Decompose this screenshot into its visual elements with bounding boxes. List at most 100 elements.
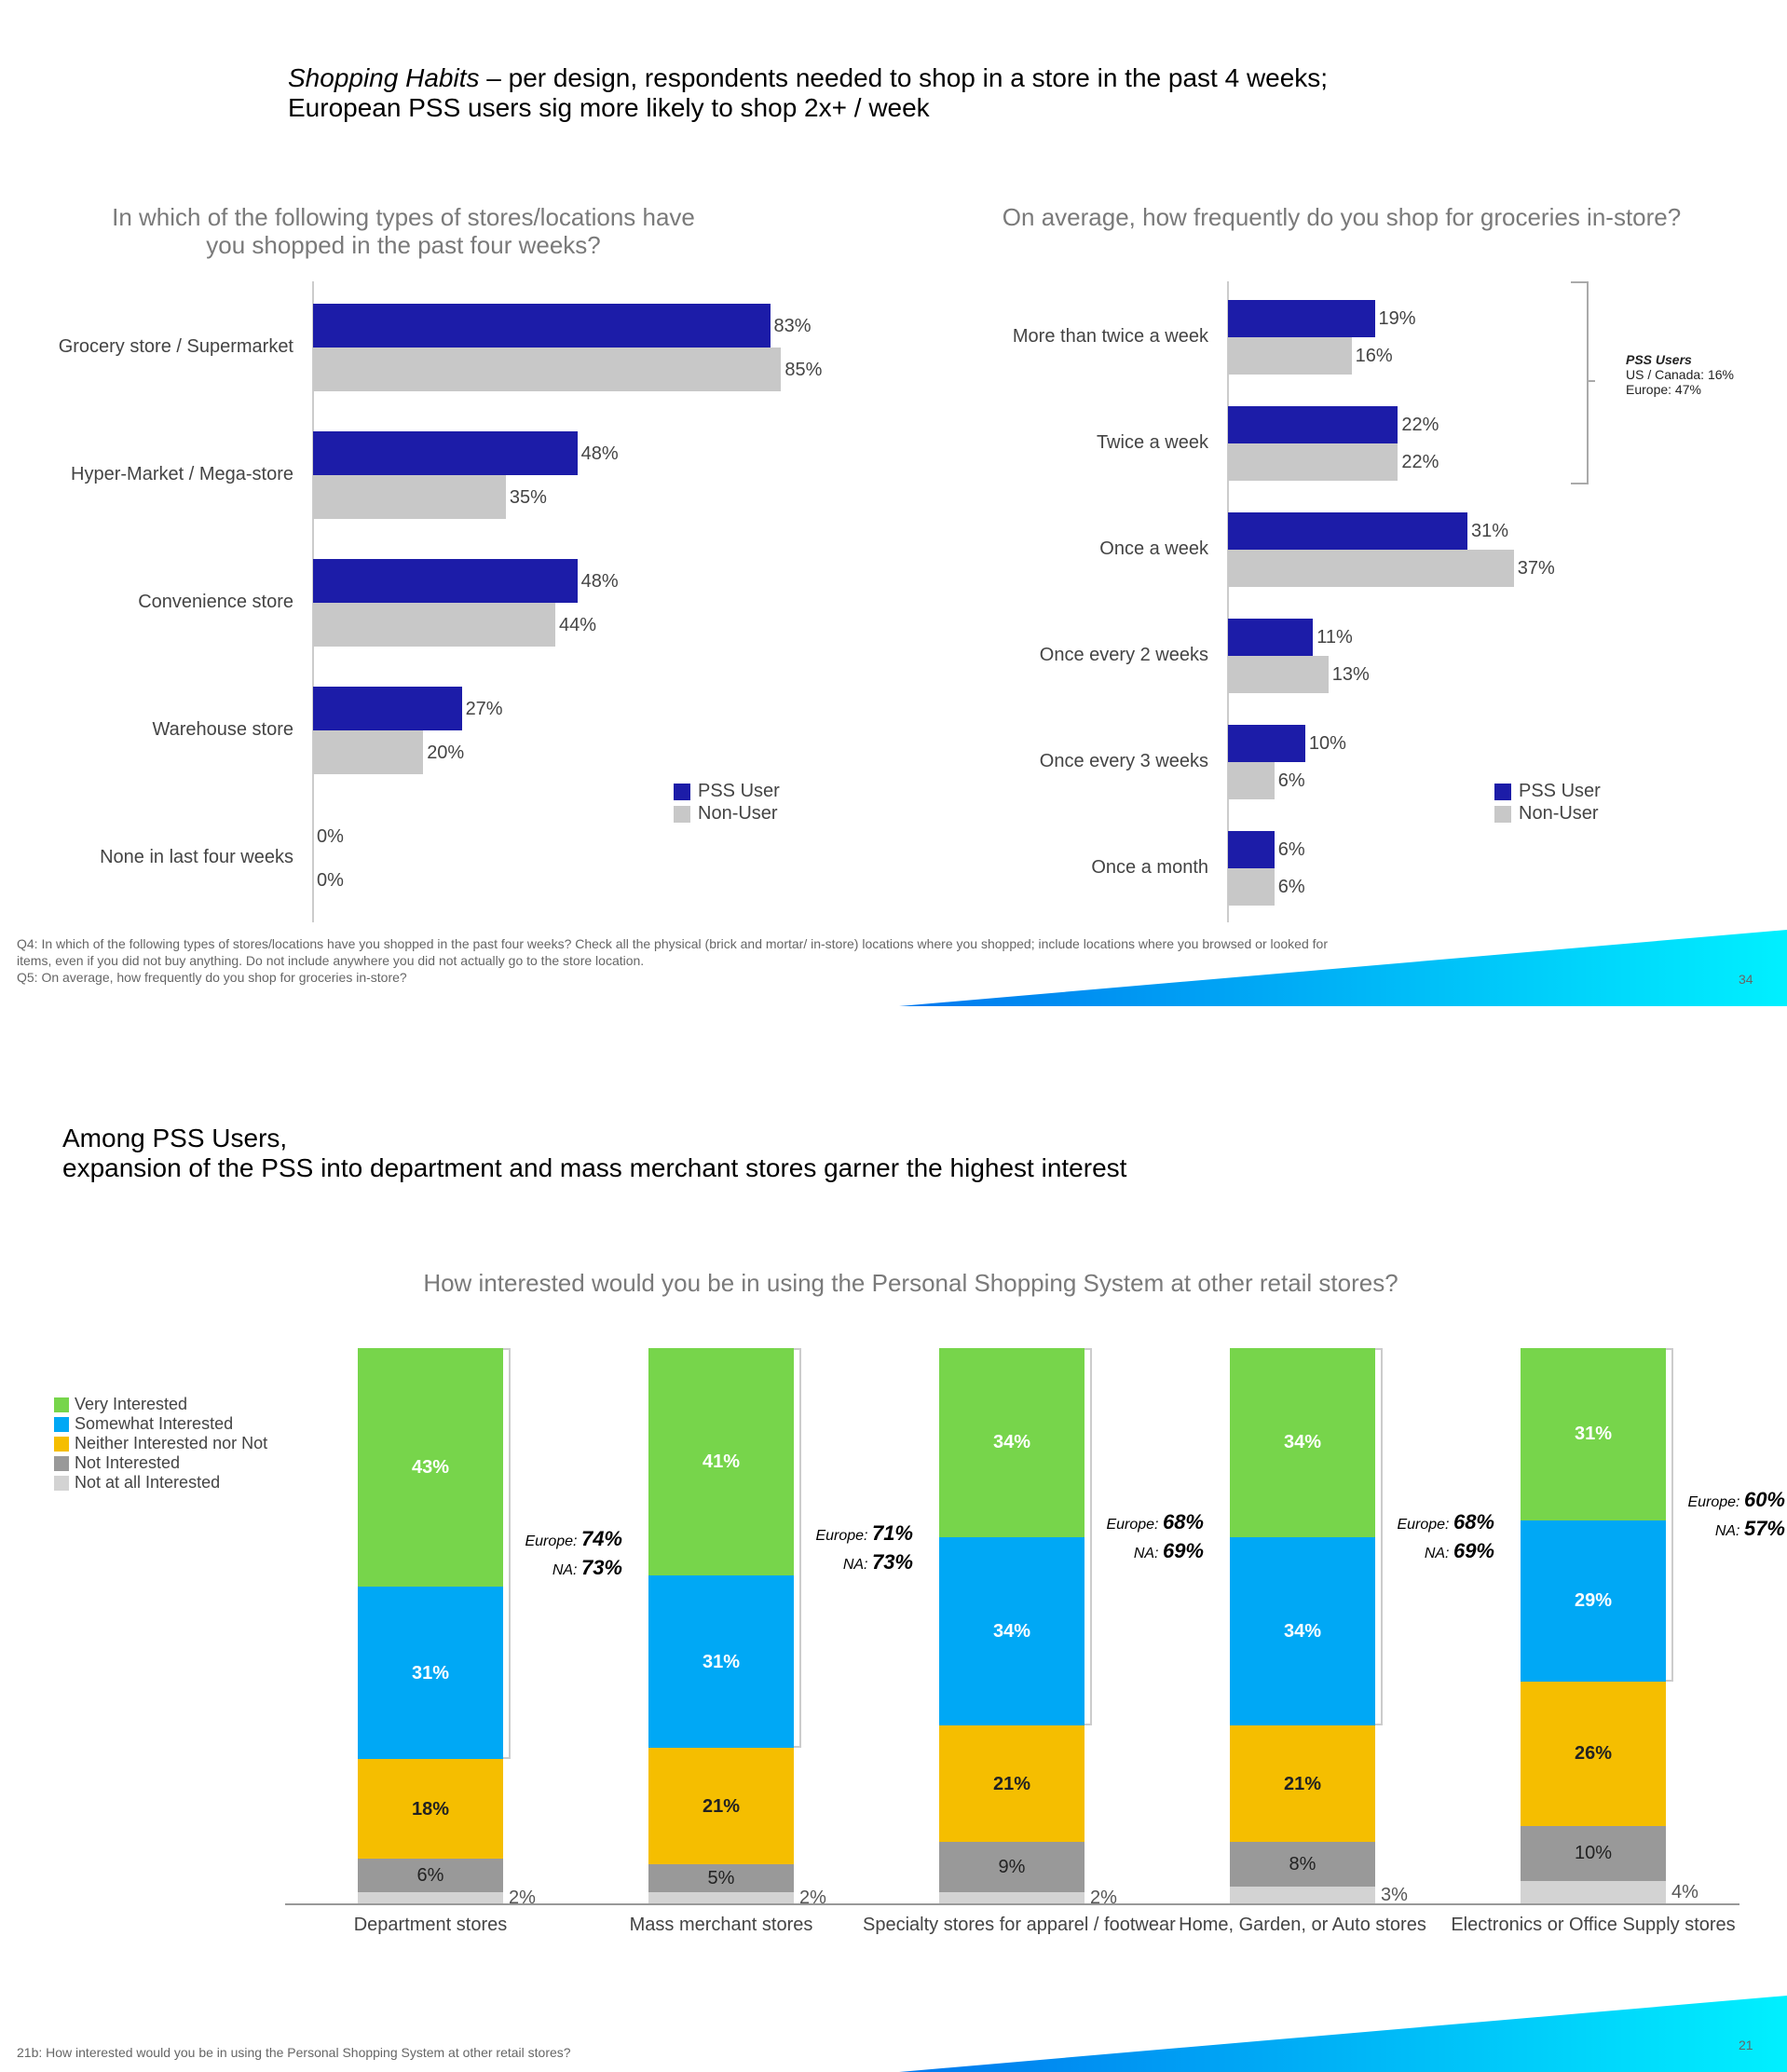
- legend-swatch: [54, 1416, 69, 1432]
- na-value: NA: 57%: [1687, 1516, 1785, 1545]
- segment-label: 21%: [992, 1773, 1031, 1794]
- na-label: NA:: [1424, 1545, 1450, 1561]
- bar-segment: 10%: [1521, 1825, 1666, 1882]
- axis-line: [1227, 281, 1229, 922]
- segment-label: 34%: [1283, 1620, 1322, 1642]
- segment-label: 2%: [509, 1888, 536, 1909]
- europe-percent: 71%: [871, 1520, 913, 1545]
- bar-segment: 3%: [1230, 1885, 1408, 1905]
- na-percent: 57%: [1743, 1516, 1785, 1540]
- non-user-bar: [1228, 443, 1398, 481]
- value-label: 16%: [1355, 346, 1393, 366]
- segment-label: 2%: [1090, 1888, 1117, 1909]
- bar-segment: 29%: [1521, 1520, 1666, 1682]
- pss-user-bar: [313, 431, 578, 475]
- legend-swatch: [54, 1475, 69, 1491]
- bar-segment: 21%: [648, 1748, 794, 1865]
- bar-segment: 4%: [1521, 1881, 1698, 1903]
- footnote-line: Q4: In which of the following types of s…: [17, 936, 1328, 951]
- bar-segment: 2%: [648, 1888, 826, 1908]
- bracket-icon: [503, 1348, 511, 1760]
- legend-swatch: [674, 805, 690, 823]
- page-number: 21: [1739, 2038, 1753, 2052]
- value-label: 10%: [1308, 733, 1346, 754]
- category-label: Hyper-Market / Mega-store: [71, 464, 293, 484]
- interest-annotation: Europe: 68% NA: 69%: [1397, 1509, 1494, 1567]
- legend-item: Non-User: [1494, 803, 1599, 825]
- bar-segment: 34%: [1230, 1348, 1375, 1537]
- pss-user-bar: [1228, 725, 1305, 762]
- europe-value: Europe: 71%: [815, 1520, 913, 1549]
- non-user-bar: [1228, 868, 1275, 906]
- slide2-footnote: 21b: How interested would you be in usin…: [17, 2045, 571, 2060]
- value-label: 13%: [1331, 664, 1370, 685]
- title-line2: European PSS users sig more likely to sh…: [288, 93, 930, 122]
- segment-label: 31%: [702, 1651, 741, 1672]
- legend-label: Non-User: [1519, 803, 1599, 824]
- legend-label: Neither Interested nor Not: [75, 1434, 268, 1452]
- na-percent: 69%: [1162, 1538, 1204, 1562]
- value-label: 6%: [1277, 770, 1305, 791]
- title-line1: Among PSS Users,: [62, 1124, 288, 1152]
- title-italic: Shopping Habits: [288, 63, 480, 92]
- europe-value: Europe: 74%: [525, 1526, 622, 1555]
- europe-percent: 68%: [1162, 1509, 1204, 1534]
- category-label: Specialty stores for apparel / footwear: [863, 1915, 1176, 1935]
- interest-annotation: Europe: 68% NA: 69%: [1106, 1509, 1204, 1567]
- europe-percent: 68%: [1453, 1509, 1494, 1534]
- bracket-note-line1: US / Canada: 16%: [1626, 367, 1734, 382]
- segment-label: 31%: [1574, 1424, 1613, 1445]
- europe-value: Europe: 60%: [1687, 1487, 1785, 1516]
- na-percent: 69%: [1453, 1538, 1494, 1562]
- category-label: Home, Garden, or Auto stores: [1179, 1915, 1426, 1935]
- bar-segment: 26%: [1521, 1681, 1666, 1826]
- value-label: 37%: [1517, 558, 1555, 579]
- bar-segment: 41%: [648, 1348, 794, 1576]
- value-label: 0%: [317, 869, 344, 891]
- bracket-icon: [1084, 1348, 1092, 1726]
- slide1-title: Shopping Habits – per design, respondent…: [288, 63, 1328, 123]
- europe-label: Europe:: [1687, 1493, 1740, 1510]
- bar-segment: 2%: [358, 1888, 536, 1908]
- legend-item: Somewhat Interested: [54, 1414, 233, 1434]
- non-user-bar: [1228, 337, 1352, 375]
- title-line2: expansion of the PSS into department and…: [62, 1153, 1127, 1182]
- europe-label: Europe:: [525, 1533, 578, 1549]
- chart1-title: In which of the following types of store…: [31, 203, 776, 259]
- na-value: NA: 69%: [1106, 1538, 1204, 1567]
- title-rest: – per design, respondents needed to shop…: [479, 63, 1329, 92]
- value-label: 48%: [580, 443, 619, 464]
- chart1-title-line2: you shopped in the past four weeks?: [206, 231, 601, 259]
- na-value: NA: 69%: [1397, 1538, 1494, 1567]
- accent-triangle: [899, 930, 1787, 1006]
- legend-item: Not at all Interested: [54, 1473, 220, 1493]
- legend-label: Somewhat Interested: [75, 1414, 234, 1433]
- bracket-icon: [794, 1348, 801, 1749]
- category-label: Twice a week: [1096, 432, 1208, 453]
- chart2-title: On average, how frequently do you shop f…: [1002, 203, 1682, 231]
- bar-segment: 21%: [1230, 1725, 1375, 1843]
- non-user-bar: [1228, 550, 1514, 587]
- bar-segment: 31%: [648, 1575, 794, 1749]
- segment-label: 34%: [992, 1620, 1031, 1642]
- value-label: 22%: [1401, 415, 1439, 435]
- legend-item: Neither Interested nor Not: [54, 1434, 267, 1453]
- segment-label: 10%: [1574, 1843, 1613, 1864]
- europe-label: Europe:: [815, 1527, 868, 1544]
- na-percent: 73%: [871, 1549, 913, 1574]
- legend-swatch: [1494, 783, 1511, 800]
- bracket-icon: [1375, 1348, 1383, 1726]
- legend-item: Very Interested: [54, 1395, 187, 1414]
- chart1-title-line1: In which of the following types of store…: [112, 203, 695, 231]
- legend-label: PSS User: [1519, 781, 1601, 801]
- europe-label: Europe:: [1106, 1516, 1159, 1533]
- legend-swatch: [674, 783, 690, 800]
- segment-label: 43%: [411, 1457, 450, 1479]
- value-label: 27%: [465, 698, 503, 719]
- interest-annotation: Europe: 74% NA: 73%: [525, 1526, 622, 1584]
- slide2-title: Among PSS Users, expansion of the PSS in…: [62, 1124, 1126, 1183]
- segment-label: 6%: [416, 1865, 444, 1887]
- segment-label: 41%: [702, 1452, 741, 1473]
- value-label: 31%: [1470, 521, 1509, 541]
